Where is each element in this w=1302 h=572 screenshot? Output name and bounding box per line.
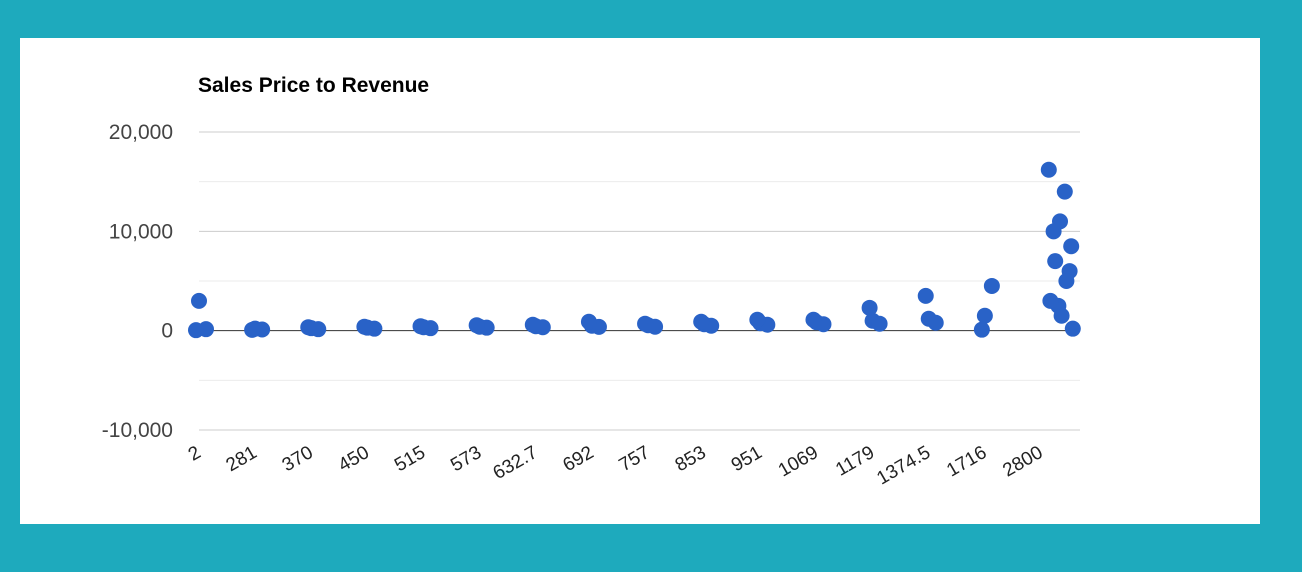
- data-point: [1056, 183, 1073, 200]
- data-point: [356, 318, 373, 335]
- data-point: [300, 319, 317, 336]
- data-point: [1042, 292, 1059, 309]
- x-tick-label: 692: [559, 442, 597, 476]
- x-tick-label: 757: [616, 442, 654, 476]
- x-tick-label: 1374.5: [873, 442, 934, 489]
- y-tick-label: 0: [161, 320, 173, 343]
- data-point: [693, 313, 710, 330]
- data-point: [1040, 161, 1057, 178]
- x-tick-label: 2: [185, 442, 205, 465]
- data-point: [468, 317, 485, 334]
- data-point: [1053, 307, 1070, 324]
- data-point: [524, 316, 541, 333]
- data-point: [749, 311, 766, 328]
- data-point: [973, 321, 990, 338]
- data-point: [412, 318, 429, 335]
- y-tick-label: 10,000: [109, 220, 173, 243]
- data-point: [1047, 253, 1064, 270]
- x-tick-label: 853: [672, 442, 710, 476]
- data-point: [805, 311, 822, 328]
- data-point: [188, 322, 204, 339]
- x-tick-label: 281: [223, 442, 261, 476]
- data-point: [1052, 213, 1068, 230]
- data-point: [927, 314, 944, 331]
- x-tick-label: 632.7: [490, 442, 542, 484]
- x-tick-label: 951: [728, 442, 766, 476]
- data-point: [244, 321, 261, 338]
- data-point: [1058, 273, 1075, 289]
- x-tick-label: 2800: [999, 442, 1046, 481]
- data-point: [1063, 238, 1080, 255]
- data-point: [1064, 320, 1081, 337]
- x-tick-label: 450: [335, 442, 373, 476]
- x-tick-label: 515: [391, 442, 429, 476]
- y-tick-label: -10,000: [102, 419, 173, 442]
- x-tick-label: 370: [279, 442, 317, 476]
- scatter-chart: Sales Price to Revenue 20,000 10,000 0 -10,0…: [102, 74, 1081, 489]
- x-tick-label: 1179: [832, 442, 878, 481]
- chart-card: Sales Price to Revenue 20,000 10,000 0 -10,0…: [20, 38, 1260, 524]
- data-point: [917, 287, 934, 304]
- data-point: [983, 277, 1000, 294]
- x-tick-label: 1069: [775, 442, 822, 481]
- data-point: [637, 315, 654, 332]
- x-tick-label: 573: [447, 442, 485, 476]
- data-point: [191, 292, 207, 309]
- data-point: [861, 299, 878, 316]
- x-tick-label: 1716: [943, 442, 990, 481]
- data-point: [580, 313, 597, 330]
- data-point: [976, 307, 993, 324]
- data-point: [871, 315, 888, 332]
- chart-title: Sales Price to Revenue: [198, 74, 429, 97]
- y-tick-label: 20,000: [109, 121, 173, 144]
